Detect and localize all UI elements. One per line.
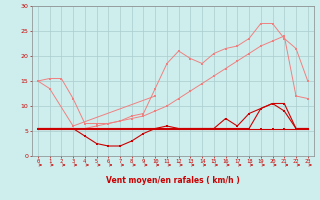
X-axis label: Vent moyen/en rafales ( km/h ): Vent moyen/en rafales ( km/h ) (106, 176, 240, 185)
